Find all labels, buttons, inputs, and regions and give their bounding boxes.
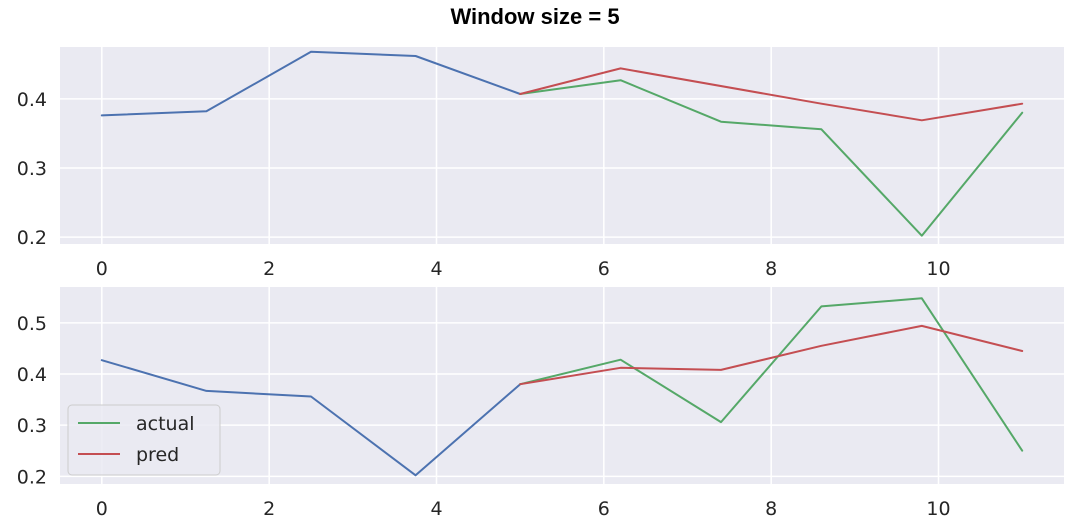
series-line-actual bbox=[519, 79, 1024, 237]
x-tick-label: 2 bbox=[263, 258, 275, 280]
x-tick-label: 8 bbox=[765, 258, 777, 280]
x-tick-label: 4 bbox=[430, 498, 442, 520]
x-tick-label: 10 bbox=[926, 258, 950, 280]
series-line-actual bbox=[519, 297, 1024, 452]
plot-area-1 bbox=[60, 47, 1064, 244]
y-tick-label: 0.5 bbox=[17, 313, 47, 335]
y-tick-label: 0.2 bbox=[17, 227, 47, 249]
x-tick-label: 6 bbox=[598, 258, 610, 280]
figure-title: Window size = 5 bbox=[450, 4, 620, 29]
series-line-pred bbox=[519, 67, 1024, 122]
series-line-history bbox=[100, 359, 522, 477]
series-line-pred bbox=[519, 324, 1024, 386]
y-tick-label: 0.3 bbox=[17, 415, 47, 437]
x-tick-label: 0 bbox=[96, 498, 108, 520]
legend-label-actual: actual bbox=[136, 413, 195, 435]
x-tick-label: 2 bbox=[263, 498, 275, 520]
series-line-history bbox=[100, 50, 522, 117]
legend-label-pred: pred bbox=[136, 444, 179, 466]
x-tick-label: 8 bbox=[765, 498, 777, 520]
plot-area-2 bbox=[60, 287, 1064, 484]
x-tick-label: 4 bbox=[430, 258, 442, 280]
x-tick-label: 0 bbox=[96, 258, 108, 280]
y-tick-label: 0.4 bbox=[17, 89, 47, 111]
y-tick-label: 0.4 bbox=[17, 364, 47, 386]
y-tick-label: 0.2 bbox=[17, 466, 47, 488]
y-tick-label: 0.3 bbox=[17, 158, 47, 180]
x-tick-label: 10 bbox=[926, 498, 950, 520]
x-tick-label: 6 bbox=[598, 498, 610, 520]
